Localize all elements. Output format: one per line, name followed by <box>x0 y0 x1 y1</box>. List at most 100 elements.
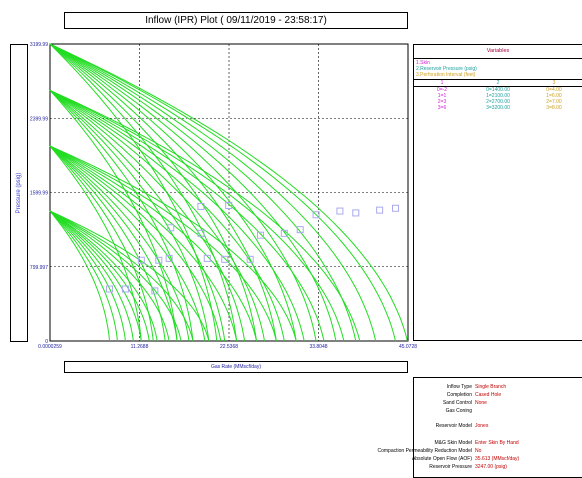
variable-column-header: 1 <box>440 80 444 86</box>
x-tick-label: 45.0728 <box>399 344 417 350</box>
chart-title: Inflow (IPR) Plot ( 09/11/2019 - 23:58:1… <box>64 12 408 29</box>
info-label: Inflow Type <box>446 384 472 390</box>
ipr-curve <box>49 89 325 342</box>
variables-panel: Variables 1.Skin 2.Reservoir Pressure (ps… <box>413 44 582 341</box>
variable-cell: 2=7.00 <box>546 99 562 105</box>
curve-marker <box>167 224 175 232</box>
ipr-curves <box>49 43 408 342</box>
ipr-curve <box>49 210 118 342</box>
curve-markers <box>106 201 400 295</box>
info-label: Absolute Open Flow (AOF) <box>411 456 472 462</box>
info-value: 3247.00 (psig) <box>475 464 507 470</box>
ipr-curve <box>49 89 285 342</box>
variable-row: 0=-2 0=1400.00 0=4.00 <box>414 87 582 93</box>
ipr-curve <box>49 210 150 342</box>
variable-row: 3=6 3=3200.00 3=8.00 <box>414 105 582 111</box>
y-axis-label-box: Pressure (psig) <box>10 44 28 342</box>
curve-marker <box>106 285 114 293</box>
info-value: 35.613 (MMscf/day) <box>475 456 520 462</box>
y-tick-label: 0 <box>45 339 48 345</box>
variable-row: 1=1 1=2100.00 1=6.00 <box>414 93 582 99</box>
x-tick-labels: 0.0000259 11.2688 22.5368 33.8048 45.0728 <box>38 344 417 350</box>
x-tick-label: 11.2688 <box>131 344 149 350</box>
curve-marker <box>225 201 233 209</box>
curve-marker <box>376 206 384 214</box>
inflow-info-panel: Inflow Type Single Branch Completion Cased … <box>378 377 582 478</box>
y-tick-label: 1599.99 <box>30 191 48 197</box>
ipr-curve <box>49 145 190 342</box>
info-value: No <box>475 448 482 454</box>
ipr-curve <box>49 89 265 342</box>
curve-marker <box>352 209 360 217</box>
ipr-curve <box>49 89 345 342</box>
x-tick-label: 33.8048 <box>309 344 327 350</box>
ipr-curve <box>49 89 361 342</box>
ipr-curve <box>49 43 357 342</box>
variable-column-header: 3 <box>552 80 556 86</box>
ipr-curve <box>49 210 182 342</box>
x-axis-label: Gas Rate (MMscf/day) <box>64 361 408 373</box>
ipr-curve <box>49 43 277 342</box>
info-label: Sand Control <box>442 400 472 406</box>
x-tick-label: 0.0000259 <box>38 344 62 350</box>
curve-marker <box>312 211 320 219</box>
curve-marker <box>392 204 400 212</box>
info-row: Compaction Permeability Reduction Model N… <box>378 448 582 455</box>
ipr-curve <box>49 145 178 342</box>
variable-cell: 3=8.00 <box>546 105 562 111</box>
info-label: Compaction Permeability Reduction Model <box>377 448 473 454</box>
y-tick-label: 799.997 <box>30 265 48 271</box>
curve-marker <box>256 231 264 239</box>
variables-title: Variables <box>414 45 582 59</box>
ipr-curve <box>49 43 408 342</box>
curve-marker <box>203 254 211 262</box>
variable-column-header: 2 <box>496 80 500 86</box>
ipr-curve <box>49 43 257 342</box>
ipr-curve <box>49 210 158 342</box>
info-row: M&G Skin Model Enter Skin By Hand <box>414 440 582 447</box>
ipr-curve <box>49 145 277 342</box>
info-label: Completion <box>446 392 472 398</box>
variables-header-row: 1 2 3 <box>414 79 582 87</box>
curve-marker <box>155 256 163 264</box>
ipr-curve <box>49 145 257 342</box>
variable-cell: 1=1 <box>437 93 447 99</box>
curve-marker <box>197 229 205 237</box>
info-value: Single Branch <box>475 384 507 390</box>
ipr-curve <box>49 89 305 342</box>
variable-cell: 0=-2 <box>436 87 448 93</box>
ipr-curve <box>49 90 178 342</box>
variable-cell: 2=3 <box>437 99 447 105</box>
ipr-curve <box>49 210 134 342</box>
variable-legend-item: 2.Reservoir Pressure (psig) <box>416 66 477 72</box>
info-row: Reservoir Model Jones <box>414 423 582 430</box>
ipr-curve <box>49 210 210 342</box>
ipr-curve <box>49 145 206 342</box>
variable-cell: 0=1400.00 <box>486 87 510 93</box>
ipr-curve <box>49 145 238 342</box>
ipr-curve <box>49 145 154 342</box>
curve-marker <box>296 226 304 234</box>
info-value: Jones <box>475 423 489 429</box>
info-value: Cased Hole <box>475 392 502 398</box>
y-tick-labels: 3199.99 2399.99 1599.99 799.997 0 <box>30 42 48 345</box>
ipr-curve <box>49 210 142 342</box>
info-row: Inflow Type Single Branch <box>414 384 582 391</box>
curve-marker <box>221 255 229 263</box>
ipr-curve <box>49 145 166 342</box>
info-label: Gas Coning <box>445 408 472 414</box>
ipr-curve <box>49 210 194 342</box>
info-row: Absolute Open Flow (AOF) 35.613 (MMscf/da… <box>411 456 582 463</box>
ipr-curve <box>49 145 222 342</box>
info-label: Reservoir Model <box>435 423 472 429</box>
variable-legend-item: 3.Perforation Interval (feet) <box>416 72 476 78</box>
variable-cell: 3=3200.00 <box>486 105 510 111</box>
ipr-curve <box>49 210 170 342</box>
ipr-curve <box>49 210 111 342</box>
x-tick-label: 22.5368 <box>220 344 238 350</box>
curve-marker <box>121 285 129 293</box>
variable-cell: 1=2100.00 <box>486 93 510 99</box>
variable-cell: 2=2700.00 <box>486 99 510 105</box>
y-tick-label: 2399.99 <box>30 116 48 122</box>
